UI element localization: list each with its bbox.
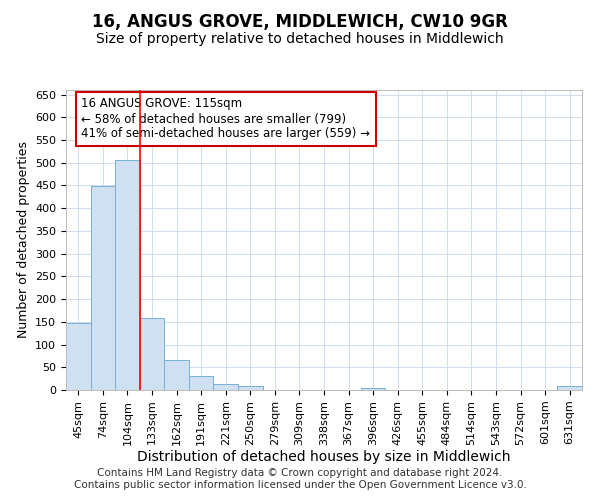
Bar <box>361 388 385 390</box>
Text: 16, ANGUS GROVE, MIDDLEWICH, CW10 9GR: 16, ANGUS GROVE, MIDDLEWICH, CW10 9GR <box>92 12 508 30</box>
Text: Size of property relative to detached houses in Middlewich: Size of property relative to detached ho… <box>96 32 504 46</box>
Text: 16 ANGUS GROVE: 115sqm
← 58% of detached houses are smaller (799)
41% of semi-de: 16 ANGUS GROVE: 115sqm ← 58% of detached… <box>82 98 370 140</box>
Bar <box>238 386 263 390</box>
Text: Contains HM Land Registry data © Crown copyright and database right 2024.
Contai: Contains HM Land Registry data © Crown c… <box>74 468 526 490</box>
Bar <box>91 186 115 390</box>
Bar <box>189 376 214 390</box>
Bar <box>164 360 189 390</box>
Bar <box>66 323 91 390</box>
Bar <box>140 318 164 390</box>
Bar <box>214 384 238 390</box>
X-axis label: Distribution of detached houses by size in Middlewich: Distribution of detached houses by size … <box>137 450 511 464</box>
Bar <box>557 386 582 390</box>
Bar <box>115 160 140 390</box>
Y-axis label: Number of detached properties: Number of detached properties <box>17 142 29 338</box>
